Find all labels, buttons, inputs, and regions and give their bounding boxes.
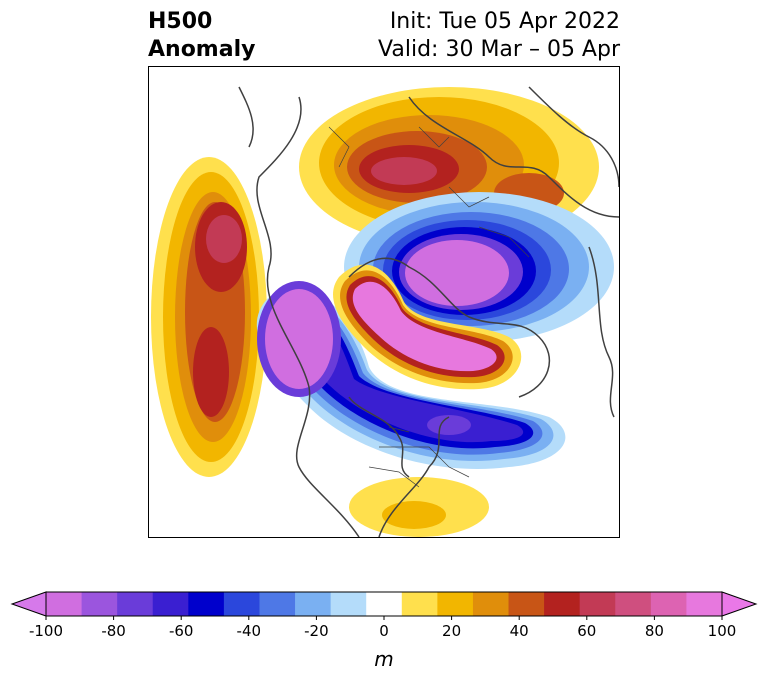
colorbar-tick-label: 80	[645, 622, 664, 640]
colorbar-bin	[330, 592, 367, 616]
siberia-trough	[344, 192, 614, 342]
colorbar-bin	[401, 592, 438, 616]
subtropical-ridge	[349, 477, 489, 537]
colorbar-bin	[295, 592, 332, 616]
colorbar-tick-label: -100	[29, 622, 63, 640]
colorbar-tick-label: 20	[442, 622, 461, 640]
colorbar-bin	[437, 592, 474, 616]
title-right: Init: Tue 05 Apr 2022 Valid: 30 Mar – 05…	[378, 8, 620, 64]
borders	[328, 126, 530, 488]
colorbar-tick-label: 60	[577, 622, 596, 640]
title-field: Anomaly	[148, 37, 256, 62]
pacific-ridge	[151, 157, 267, 477]
colorbar-bin	[188, 592, 225, 616]
colorbar-bin	[579, 592, 616, 616]
na-trough	[256, 281, 566, 469]
colorbar-bin	[650, 592, 687, 616]
colorbar-tick-label: 40	[510, 622, 529, 640]
colorbar-bin	[223, 592, 260, 616]
colorbar: -100 -80 -60 -40 -20 0 20 40 60 80 100 m	[0, 580, 768, 680]
init-time: Init: Tue 05 Apr 2022	[389, 9, 620, 34]
colorbar-bin	[259, 592, 296, 616]
colorbar-tick-label: 0	[379, 622, 389, 640]
colorbar-tick-label: -80	[101, 622, 126, 640]
colorbar-bin	[81, 592, 118, 616]
colorbar-tick-label: -60	[169, 622, 194, 640]
colorbar-bin	[472, 592, 510, 616]
arctic-ridge	[333, 264, 522, 390]
valid-range: Valid: 30 Mar – 05 Apr	[378, 37, 620, 62]
colorbar-tick-label: -20	[304, 622, 329, 640]
colorbar-over-arrow	[721, 591, 758, 617]
anomaly-map	[151, 86, 619, 537]
colorbar-bin	[686, 592, 723, 616]
colorbar-bin	[508, 592, 545, 616]
colorbar-bin	[46, 592, 83, 616]
colorbar-bin	[152, 592, 189, 616]
title-left: H500 Anomaly	[148, 8, 255, 64]
coastlines	[238, 86, 619, 537]
colorbar-units: m	[374, 647, 393, 671]
colorbar-tick-label: -40	[237, 622, 262, 640]
colorbar-under-arrow	[10, 591, 47, 617]
colorbar-bin	[117, 592, 154, 616]
colorbar-tick-label: 100	[708, 622, 737, 640]
colorbar-bin	[615, 592, 652, 616]
colorbar-svg: -100 -80 -60 -40 -20 0 20 40 60 80 100 m	[10, 591, 758, 671]
colorbar-bin	[544, 592, 581, 616]
colorbar-bin	[366, 592, 403, 616]
map-panel	[148, 66, 620, 538]
title-variable: H500	[148, 9, 213, 34]
